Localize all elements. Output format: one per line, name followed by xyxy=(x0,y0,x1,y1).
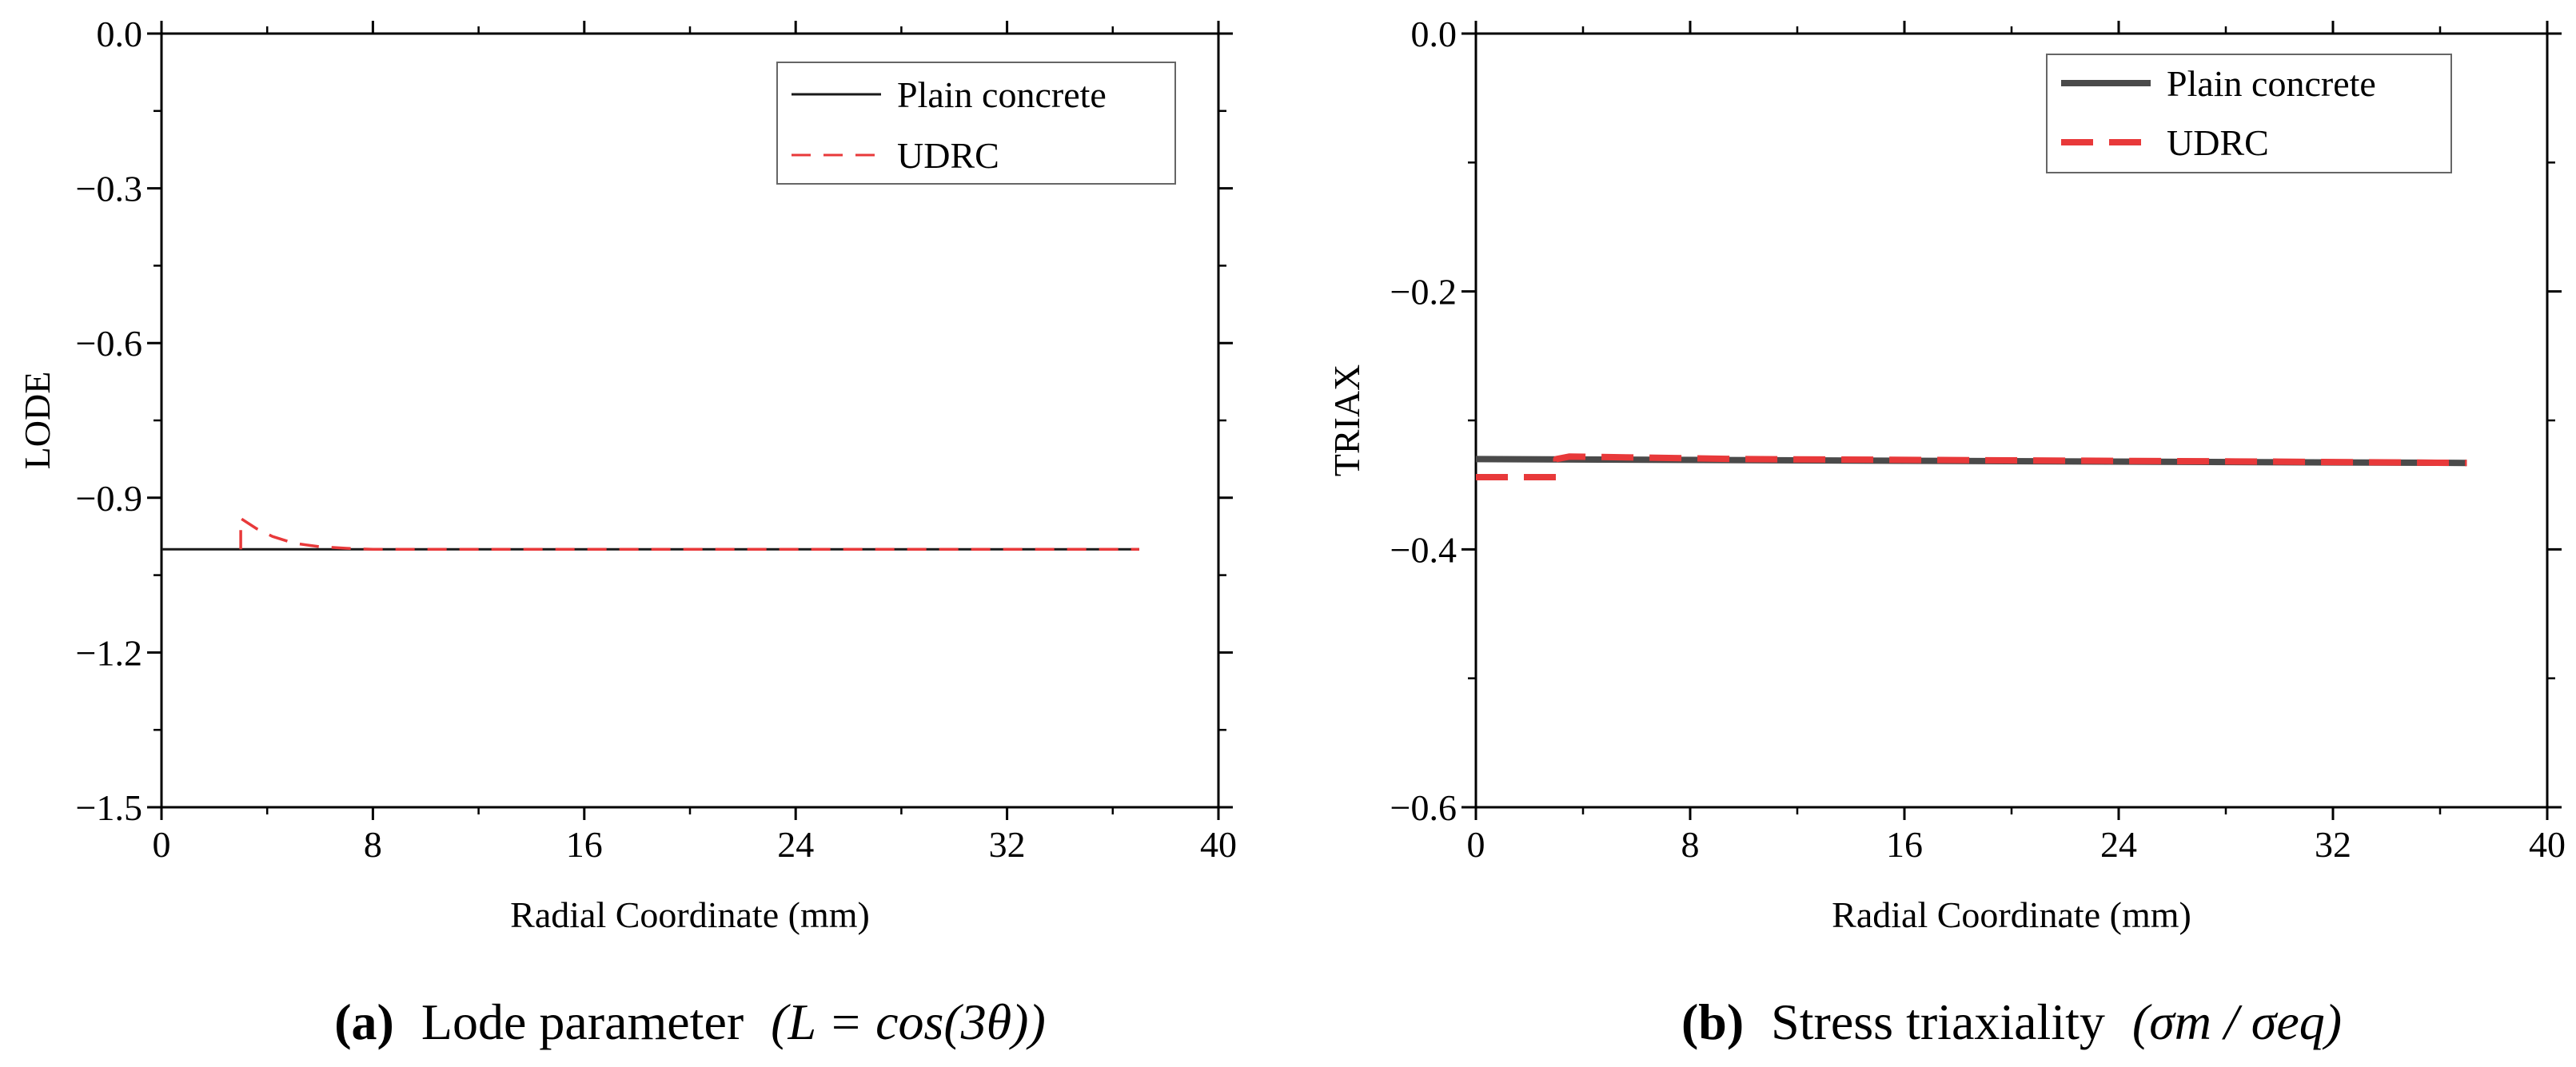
legend-box xyxy=(776,62,1176,185)
y-tick-label: −0.2 xyxy=(1390,272,1457,313)
y-tick-label: −0.4 xyxy=(1390,529,1457,570)
legend-label-plain-concrete: Plain concrete xyxy=(897,74,1107,115)
y-axis-title: LODE xyxy=(17,372,58,470)
caption-text: Lode parameter xyxy=(421,993,744,1050)
y-tick-label: −0.3 xyxy=(76,169,142,209)
y-tick-label: −0.9 xyxy=(76,478,142,519)
series-group xyxy=(161,516,1139,551)
caption-formula: (σm / σeq) xyxy=(2132,993,2342,1050)
y-tick-label: 0.0 xyxy=(1411,14,1457,54)
legend-box xyxy=(2046,54,2452,173)
legend: Plain concrete UDRC xyxy=(776,62,1176,185)
x-axis-title: Radial Coordinate (mm) xyxy=(510,894,870,935)
x-tick-labels: 0 8 16 24 32 40 xyxy=(153,824,1238,865)
y-tick-labels: 0.0 −0.2 −0.4 −0.6 xyxy=(1390,14,1457,828)
legend-label-udrc: UDRC xyxy=(897,135,999,176)
x-axis-title: Radial Coordinate (mm) xyxy=(1832,894,2191,935)
caption-label: (a) xyxy=(334,993,394,1050)
legend-label-udrc: UDRC xyxy=(2167,122,2269,163)
x-tick-label: 40 xyxy=(2529,824,2566,865)
caption: (b) Stress triaxiality (σm / σeq) xyxy=(1681,993,2342,1050)
caption-text: Stress triaxiality xyxy=(1771,993,2105,1050)
panel-triax: 0.0 −0.2 −0.4 −0.6 0 8 16 24 32 40 Radial Coordi… xyxy=(1326,14,2566,1050)
series-line-udrc xyxy=(239,516,1139,551)
series-line-udrc xyxy=(1476,453,2467,480)
x-tick-label: 16 xyxy=(566,824,603,865)
x-tick-label: 32 xyxy=(989,824,1026,865)
x-tick-label: 24 xyxy=(777,824,814,865)
x-tick-labels: 0 8 16 24 32 40 xyxy=(1467,824,2566,865)
x-tick-label: 16 xyxy=(1886,824,1923,865)
y-tick-labels: 0.0 −0.3 −0.6 −0.9 −1.2 −1.5 xyxy=(76,14,142,828)
caption-label: (b) xyxy=(1681,993,1744,1050)
y-tick-label: −0.6 xyxy=(1390,787,1457,828)
series-group xyxy=(1475,453,2467,480)
x-tick-label: 24 xyxy=(2100,824,2137,865)
axis-ticks xyxy=(1461,21,2562,820)
panel-lode: 0.0 −0.3 −0.6 −0.9 −1.2 −1.5 0 8 16 24 32 40 Radia… xyxy=(17,14,1237,1050)
caption-formula: (L = cos(3θ)) xyxy=(771,993,1046,1050)
y-axis-title: TRIAX xyxy=(1326,364,1367,477)
x-tick-label: 32 xyxy=(2315,824,2351,865)
y-tick-label: −1.2 xyxy=(76,632,142,673)
axis-ticks xyxy=(147,21,1233,820)
caption: (a) Lode parameter (L = cos(3θ)) xyxy=(334,993,1046,1050)
x-tick-label: 0 xyxy=(153,824,171,865)
x-tick-label: 40 xyxy=(1200,824,1237,865)
legend-label-plain-concrete: Plain concrete xyxy=(2167,63,2376,104)
y-tick-label: 0.0 xyxy=(97,14,143,54)
y-tick-label: −1.5 xyxy=(76,787,142,828)
x-tick-label: 8 xyxy=(364,824,382,865)
y-tick-label: −0.6 xyxy=(76,323,142,364)
x-tick-label: 0 xyxy=(1467,824,1485,865)
x-tick-label: 8 xyxy=(1681,824,1700,865)
legend: Plain concrete UDRC xyxy=(2046,54,2452,173)
